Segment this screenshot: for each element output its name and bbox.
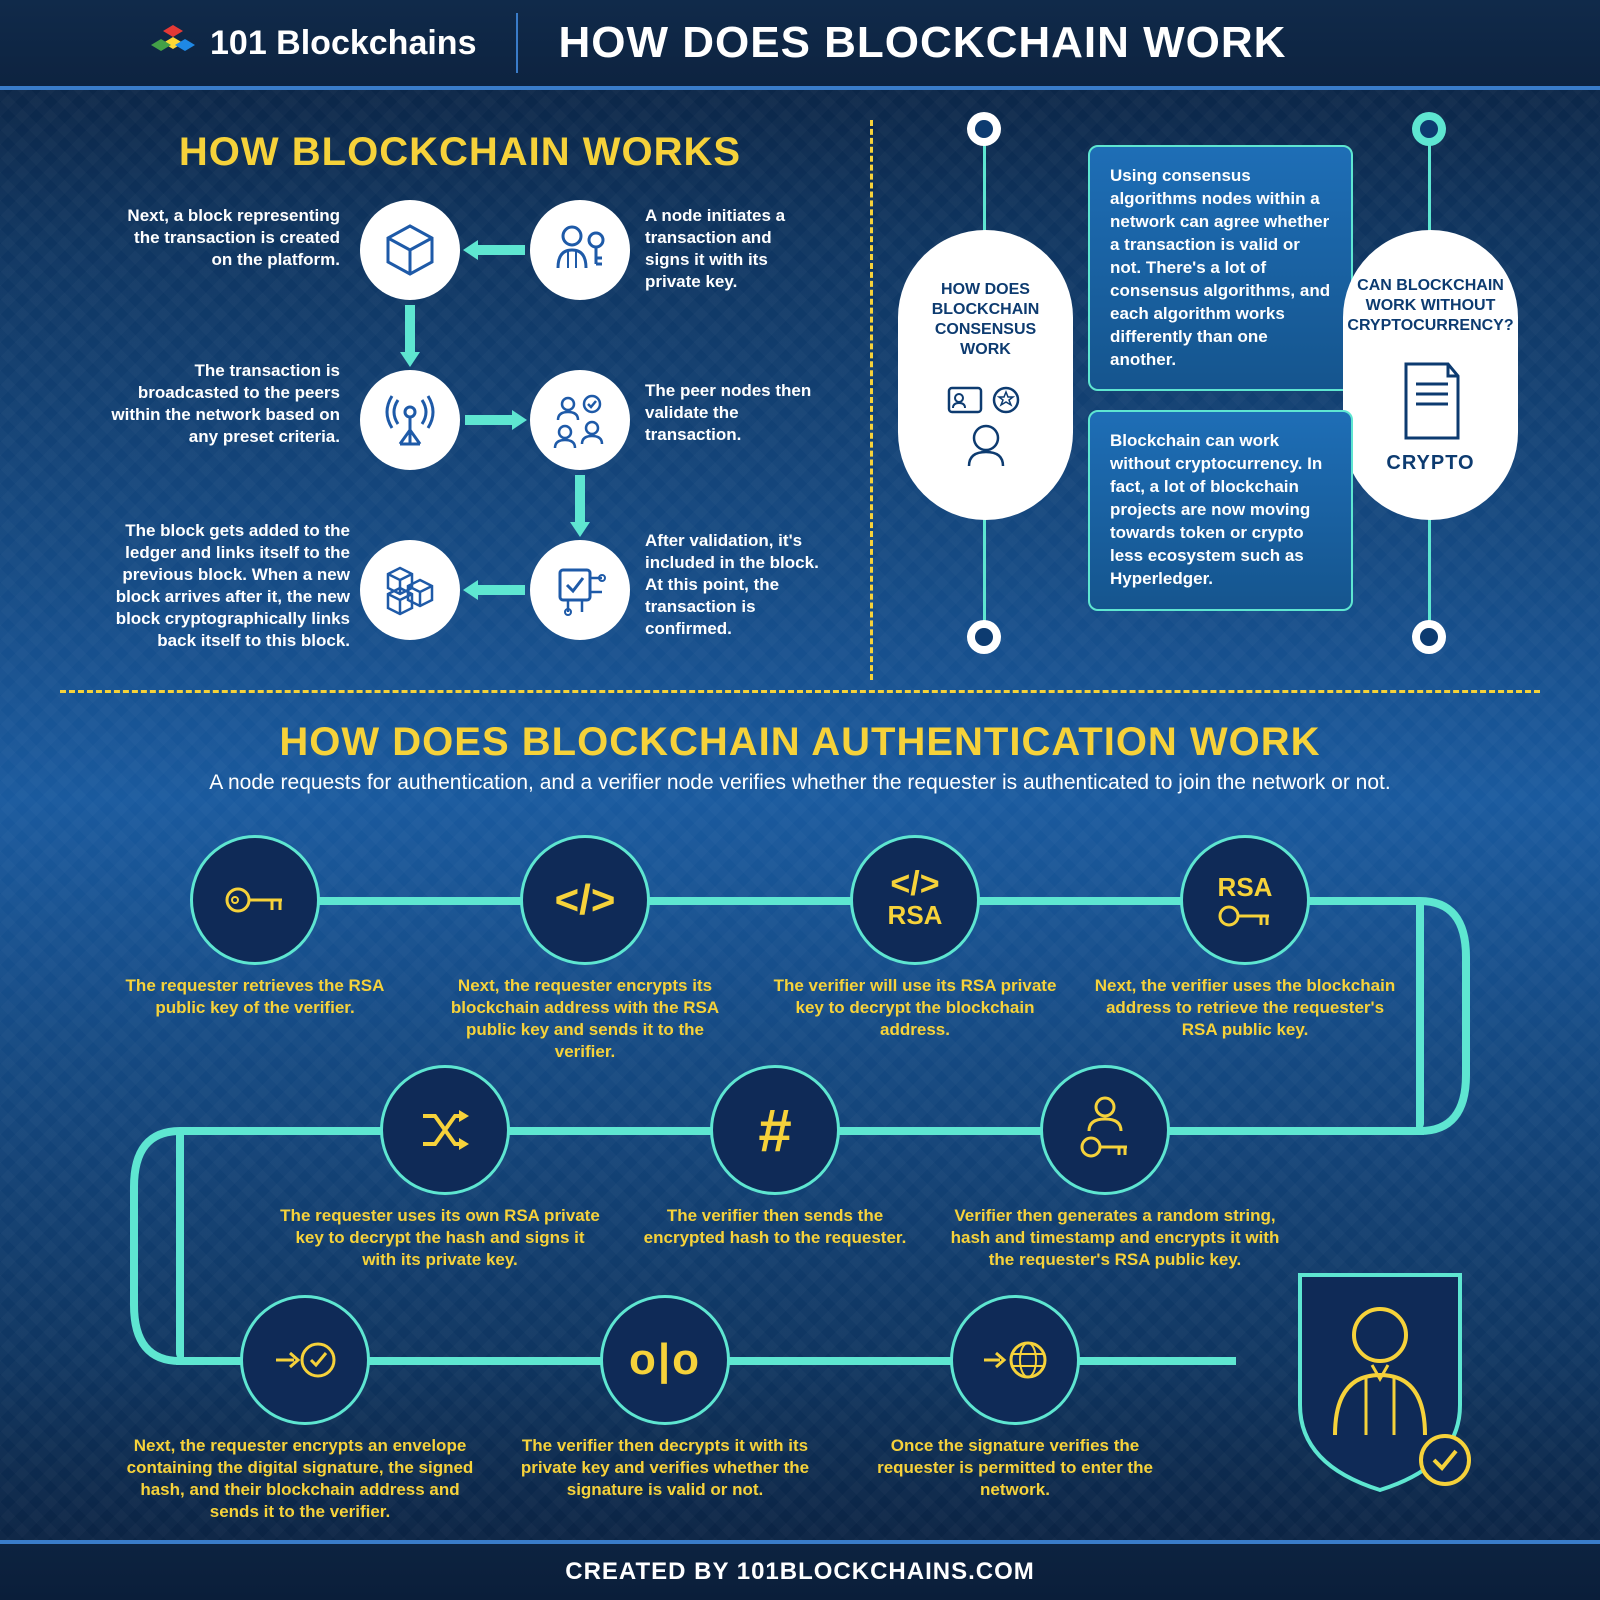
shield-icon <box>1280 1265 1480 1495</box>
shield-badge <box>1280 1265 1480 1495</box>
auth-text-6: The verifier then sends the encrypted ha… <box>630 1205 920 1249</box>
pill2-dot-bottom <box>1412 620 1446 654</box>
section3-title: HOW DOES BLOCKCHAIN AUTHENTICATION WORK <box>80 720 1520 765</box>
flow-text-6: The block gets added to the ledger and l… <box>100 520 350 653</box>
cube-icon <box>380 220 440 280</box>
flow-node-block <box>360 200 460 300</box>
section-how-works: HOW BLOCKCHAIN WORKS A node initiates a … <box>100 130 820 700</box>
auth-text-10: Once the signature verifies the requeste… <box>870 1435 1160 1501</box>
crypto-badge: CRYPTO <box>1386 452 1474 475</box>
pill1-dot-top <box>967 112 1001 146</box>
verify-icon: o|o <box>629 1335 701 1385</box>
section-authentication: HOW DOES BLOCKCHAIN AUTHENTICATION WORK … <box>80 720 1520 1535</box>
auth-node-10 <box>950 1295 1080 1425</box>
auth-node-9: o|o <box>600 1295 730 1425</box>
track-corner <box>130 1127 220 1365</box>
auth-text-2: Next, the requester encrypts its blockch… <box>440 975 730 1063</box>
arrow-icon <box>460 575 530 605</box>
flow-node-ledger <box>360 540 460 640</box>
document-icon <box>1386 356 1476 446</box>
section3-subtitle: A node requests for authentication, and … <box>80 771 1520 795</box>
user-key-icon <box>1075 1095 1135 1165</box>
flow-text-2: Next, a block representing the transacti… <box>110 205 340 271</box>
auth-text-9: The verifier then decrypts it with its p… <box>510 1435 820 1501</box>
key-small-icon <box>1215 903 1275 929</box>
envelope-check-icon <box>270 1335 340 1385</box>
section1-title: HOW BLOCKCHAIN WORKS <box>100 130 820 175</box>
flow-node-validate <box>530 370 630 470</box>
arrow-icon <box>395 300 425 370</box>
section-divider <box>60 690 1540 693</box>
consensus-icon <box>941 380 1031 470</box>
bubble-crypto: Blockchain can work without cryptocurren… <box>1088 410 1353 611</box>
peers-icon <box>550 390 610 450</box>
pill-crypto: CAN BLOCKCHAIN WORK WITHOUT CRYPTOCURREN… <box>1343 230 1518 520</box>
brand-logo: 101 Blockchains <box>150 20 476 66</box>
check-chip-icon <box>550 560 610 620</box>
pill1-title: HOW DOES BLOCKCHAIN CONSENSUS WORK <box>918 280 1053 360</box>
footer-bar: CREATED BY 101BLOCKCHAINS.COM <box>0 1540 1600 1600</box>
cubes-icon <box>380 560 440 620</box>
pill1-dot-bottom <box>967 620 1001 654</box>
section3-flow: The requester retrieves the RSA public k… <box>80 815 1520 1535</box>
section1-flow: A node initiates a transaction and signs… <box>100 200 820 700</box>
key-icon <box>220 880 290 920</box>
hash-icon: # <box>758 1096 791 1165</box>
auth-text-4: Next, the verifier uses the blockchain a… <box>1090 975 1400 1041</box>
footer-text: CREATED BY 101BLOCKCHAINS.COM <box>565 1558 1035 1586</box>
flow-text-1: A node initiates a transaction and signs… <box>645 205 820 293</box>
pill-consensus: HOW DOES BLOCKCHAIN CONSENSUS WORK <box>898 230 1073 520</box>
flow-node-include <box>530 540 630 640</box>
pill2-dot-top <box>1412 112 1446 146</box>
brand-text: 101 Blockchains <box>210 24 476 63</box>
shuffle-icon <box>415 1100 475 1160</box>
section-side-info: HOW DOES BLOCKCHAIN CONSENSUS WORK Using… <box>870 120 1500 680</box>
auth-node-7 <box>380 1065 510 1195</box>
auth-text-8: Next, the requester encrypts an envelope… <box>120 1435 480 1523</box>
page-title: HOW DOES BLOCKCHAIN WORK <box>558 18 1286 68</box>
flow-text-4: The peer nodes then validate the transac… <box>645 380 820 446</box>
arrow-icon <box>565 470 595 540</box>
auth-node-3: </> RSA <box>850 835 980 965</box>
arrow-icon <box>460 405 530 435</box>
flow-node-broadcast <box>360 370 460 470</box>
auth-node-5 <box>1040 1065 1170 1195</box>
auth-node-6: # <box>710 1065 840 1195</box>
header-separator <box>516 13 518 73</box>
code-rsa-icon: </> <box>890 869 939 900</box>
antenna-icon <box>380 390 440 450</box>
auth-text-7: The requester uses its own RSA private k… <box>280 1205 600 1271</box>
bubble-consensus: Using consensus algorithms nodes within … <box>1088 145 1353 391</box>
auth-node-1 <box>190 835 320 965</box>
arrow-globe-icon <box>980 1335 1050 1385</box>
auth-text-1: The requester retrieves the RSA public k… <box>110 975 400 1019</box>
header-bar: 101 Blockchains HOW DOES BLOCKCHAIN WORK <box>0 0 1600 90</box>
auth-node-2: </> <box>520 835 650 965</box>
auth-node-8 <box>240 1295 370 1425</box>
auth-text-5: Verifier then generates a random string,… <box>940 1205 1290 1271</box>
pill2-title: CAN BLOCKCHAIN WORK WITHOUT CRYPTOCURREN… <box>1347 276 1513 336</box>
person-key-icon <box>550 220 610 280</box>
flow-text-3: The transaction is broadcasted to the pe… <box>110 360 340 448</box>
flow-text-5: After validation, it's included in the b… <box>645 530 820 640</box>
code-icon: </> <box>555 876 616 924</box>
auth-node-4: RSA <box>1180 835 1310 965</box>
arrow-icon <box>460 235 530 265</box>
flow-node-initiate <box>530 200 630 300</box>
auth-text-3: The verifier will use its RSA private ke… <box>770 975 1060 1041</box>
logo-icon <box>150 20 196 66</box>
